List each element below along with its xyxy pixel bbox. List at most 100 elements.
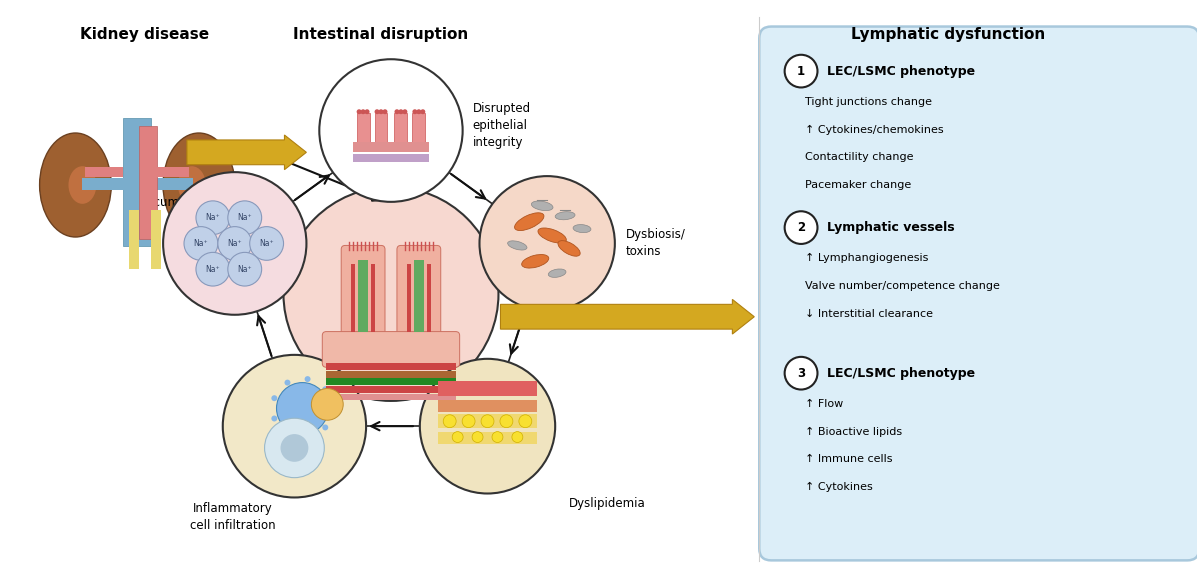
- Ellipse shape: [558, 241, 580, 256]
- Bar: [356, 113, 370, 148]
- Circle shape: [785, 55, 817, 87]
- Ellipse shape: [515, 213, 544, 230]
- Circle shape: [402, 109, 407, 114]
- Text: Na⁺: Na⁺: [205, 213, 220, 222]
- Circle shape: [163, 172, 306, 315]
- Bar: [326, 371, 456, 378]
- Text: Na⁺: Na⁺: [259, 239, 274, 248]
- Bar: [395, 113, 407, 148]
- Text: Sodium
accumulation: Sodium accumulation: [140, 179, 220, 209]
- Text: 1: 1: [797, 65, 805, 78]
- Bar: [124, 118, 151, 247]
- Circle shape: [361, 109, 366, 114]
- Bar: [371, 264, 376, 332]
- Circle shape: [398, 109, 403, 114]
- Circle shape: [196, 201, 229, 234]
- Circle shape: [378, 109, 384, 114]
- Bar: [374, 113, 388, 148]
- Text: Intestinal disruption: Intestinal disruption: [293, 27, 469, 42]
- Circle shape: [443, 415, 456, 428]
- Text: ↑ Lymphangiogenesis: ↑ Lymphangiogenesis: [805, 253, 929, 263]
- Circle shape: [196, 252, 229, 286]
- Circle shape: [319, 59, 463, 202]
- Text: ↑ Cytokines: ↑ Cytokines: [805, 482, 872, 492]
- Bar: [438, 432, 538, 444]
- Bar: [83, 178, 125, 190]
- Ellipse shape: [305, 376, 311, 382]
- Text: Lymphatic dysfunction: Lymphatic dysfunction: [851, 27, 1045, 42]
- Circle shape: [420, 109, 425, 114]
- Circle shape: [223, 355, 366, 497]
- Circle shape: [184, 226, 218, 261]
- FancyBboxPatch shape: [760, 27, 1199, 560]
- Circle shape: [785, 211, 817, 244]
- Text: Contactility change: Contactility change: [805, 152, 913, 162]
- Text: 3: 3: [797, 367, 805, 380]
- Circle shape: [228, 201, 262, 234]
- Text: ↓ Interstitial clearance: ↓ Interstitial clearance: [805, 309, 934, 319]
- Bar: [151, 178, 193, 190]
- Circle shape: [264, 418, 324, 478]
- Ellipse shape: [538, 228, 566, 243]
- Text: Na⁺: Na⁺: [238, 213, 252, 222]
- Ellipse shape: [548, 269, 566, 277]
- Ellipse shape: [305, 435, 311, 441]
- Bar: [85, 167, 124, 177]
- Text: Na⁺: Na⁺: [193, 239, 209, 248]
- Circle shape: [452, 431, 463, 442]
- Bar: [130, 210, 139, 269]
- Ellipse shape: [532, 201, 553, 211]
- Bar: [407, 264, 410, 332]
- Ellipse shape: [323, 424, 329, 430]
- Text: ↑ Immune cells: ↑ Immune cells: [805, 455, 893, 464]
- Bar: [353, 142, 428, 152]
- Circle shape: [276, 383, 329, 434]
- Circle shape: [518, 415, 532, 428]
- Circle shape: [492, 431, 503, 442]
- Ellipse shape: [68, 166, 96, 204]
- Text: LEC/LSMC phenotype: LEC/LSMC phenotype: [827, 65, 976, 78]
- Ellipse shape: [508, 241, 527, 250]
- Circle shape: [311, 389, 343, 420]
- Ellipse shape: [323, 386, 329, 392]
- Circle shape: [472, 431, 484, 442]
- Text: Inflammatory
cell infiltration: Inflammatory cell infiltration: [190, 502, 276, 532]
- Bar: [353, 155, 428, 162]
- Bar: [427, 264, 431, 332]
- FancyBboxPatch shape: [341, 245, 385, 343]
- Circle shape: [481, 415, 494, 428]
- Ellipse shape: [284, 431, 290, 437]
- Ellipse shape: [163, 133, 235, 237]
- Circle shape: [228, 252, 262, 286]
- Bar: [139, 126, 157, 240]
- Circle shape: [218, 226, 252, 261]
- Bar: [326, 386, 456, 393]
- Circle shape: [395, 109, 400, 114]
- Circle shape: [281, 434, 308, 462]
- Bar: [438, 415, 538, 428]
- Bar: [326, 363, 456, 370]
- Text: Valve number/competence change: Valve number/competence change: [805, 281, 1000, 291]
- Bar: [358, 261, 368, 332]
- Circle shape: [383, 109, 388, 114]
- Circle shape: [512, 431, 523, 442]
- Text: Dysbiosis/
toxins: Dysbiosis/ toxins: [626, 229, 685, 258]
- Text: Na⁺: Na⁺: [228, 239, 242, 248]
- Text: Lymphatic vessels: Lymphatic vessels: [827, 221, 954, 234]
- Ellipse shape: [329, 405, 335, 411]
- Bar: [151, 167, 188, 177]
- Ellipse shape: [40, 133, 112, 237]
- Circle shape: [374, 109, 379, 114]
- FancyArrow shape: [500, 299, 755, 334]
- Bar: [326, 394, 456, 400]
- Text: LEC/LSMC phenotype: LEC/LSMC phenotype: [827, 367, 976, 380]
- Bar: [352, 264, 355, 332]
- Bar: [414, 261, 424, 332]
- Text: ↑ Bioactive lipids: ↑ Bioactive lipids: [805, 427, 902, 437]
- Bar: [151, 210, 161, 269]
- Text: 2: 2: [797, 221, 805, 234]
- Ellipse shape: [522, 255, 548, 268]
- Text: Dyslipidemia: Dyslipidemia: [569, 497, 646, 510]
- FancyBboxPatch shape: [323, 332, 460, 367]
- Bar: [438, 401, 538, 412]
